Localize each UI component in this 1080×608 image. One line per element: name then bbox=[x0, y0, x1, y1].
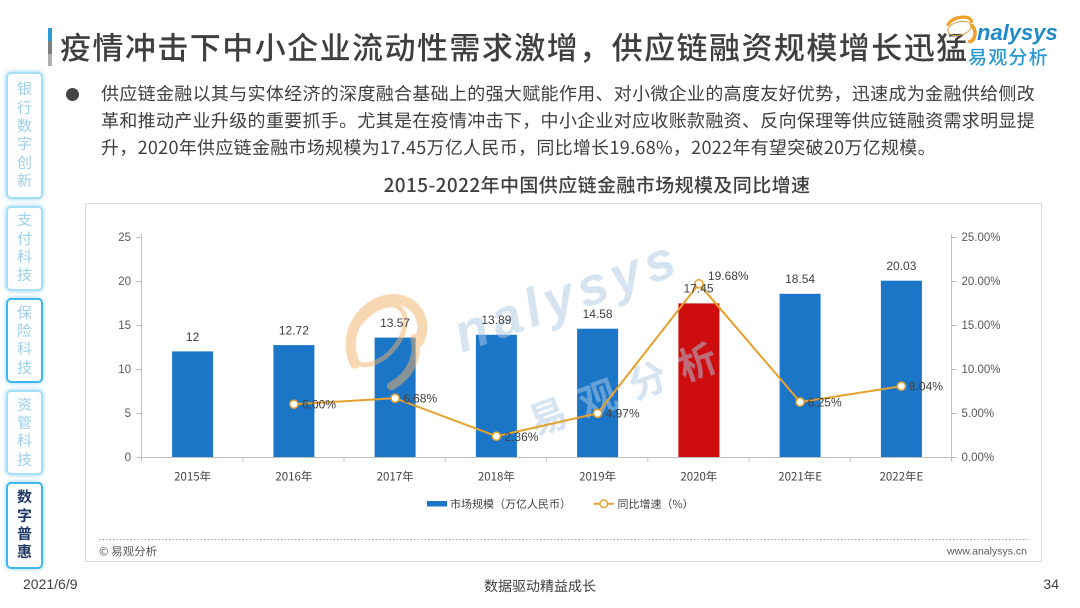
svg-text:易观分析: 易观分析 bbox=[968, 43, 1049, 70]
svg-text:13.57: 13.57 bbox=[380, 316, 410, 330]
svg-text:8.04%: 8.04% bbox=[909, 380, 943, 394]
svg-text:5: 5 bbox=[125, 408, 131, 420]
svg-text:13.89: 13.89 bbox=[481, 313, 511, 327]
svg-text:nalysys: nalysys bbox=[977, 20, 1058, 45]
svg-text:6.68%: 6.68% bbox=[403, 392, 437, 406]
svg-text:2020年: 2020年 bbox=[680, 469, 717, 485]
svg-text:2015年: 2015年 bbox=[174, 469, 211, 485]
svg-text:www.analysys.cn: www.analysys.cn bbox=[946, 546, 1027, 558]
svg-text:0: 0 bbox=[125, 452, 131, 464]
svg-text:2016年: 2016年 bbox=[275, 469, 312, 485]
svg-text:同比增速（%）: 同比增速（%） bbox=[618, 496, 694, 512]
svg-text:10.00%: 10.00% bbox=[962, 364, 1001, 376]
svg-text:19.68%: 19.68% bbox=[708, 269, 749, 283]
svg-text:20: 20 bbox=[118, 276, 131, 288]
svg-text:25.00%: 25.00% bbox=[962, 232, 1001, 244]
svg-text:15.00%: 15.00% bbox=[962, 320, 1001, 332]
svg-text:18.54: 18.54 bbox=[785, 272, 815, 286]
svg-text:市场规模（万亿人民币）: 市场规模（万亿人民币） bbox=[450, 496, 571, 512]
svg-text:2021年E: 2021年E bbox=[778, 469, 822, 485]
svg-text:2022年E: 2022年E bbox=[879, 469, 923, 485]
svg-text:2019年: 2019年 bbox=[579, 469, 616, 485]
svg-text:20.00%: 20.00% bbox=[962, 276, 1001, 288]
svg-text:20.03: 20.03 bbox=[886, 259, 916, 273]
svg-text:2017年: 2017年 bbox=[377, 469, 414, 485]
svg-text:15: 15 bbox=[118, 320, 131, 332]
svg-text:12.72: 12.72 bbox=[279, 324, 309, 338]
svg-text:4.97%: 4.97% bbox=[606, 407, 640, 421]
svg-text:10: 10 bbox=[118, 364, 131, 376]
svg-text:6.25%: 6.25% bbox=[808, 395, 842, 409]
svg-text:17.45: 17.45 bbox=[683, 281, 713, 295]
svg-text:6.00%: 6.00% bbox=[302, 398, 336, 412]
svg-text:2.36%: 2.36% bbox=[504, 430, 538, 444]
svg-text:5.00%: 5.00% bbox=[962, 408, 995, 420]
svg-text:25: 25 bbox=[118, 232, 131, 244]
svg-text:14.58: 14.58 bbox=[583, 307, 613, 321]
svg-text:12: 12 bbox=[186, 330, 200, 344]
svg-text:0.00%: 0.00% bbox=[962, 452, 995, 464]
svg-text:© 易观分析: © 易观分析 bbox=[99, 544, 157, 560]
svg-text:2018年: 2018年 bbox=[478, 469, 515, 485]
